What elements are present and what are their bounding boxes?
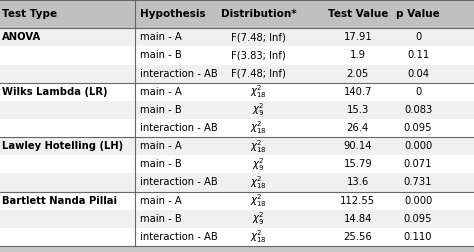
- Text: F(3.83; Inf): F(3.83; Inf): [231, 50, 286, 60]
- Text: main - B: main - B: [140, 105, 182, 115]
- Text: $\chi^2_{18}$: $\chi^2_{18}$: [250, 174, 267, 191]
- Text: 2.05: 2.05: [347, 69, 369, 79]
- Text: F(7.48; Inf): F(7.48; Inf): [231, 32, 286, 42]
- Text: 0.083: 0.083: [404, 105, 432, 115]
- Text: 15.3: 15.3: [347, 105, 369, 115]
- Bar: [0, 46, 474, 65]
- Text: 1.9: 1.9: [350, 50, 366, 60]
- Text: F(7.48; Inf): F(7.48; Inf): [231, 69, 286, 79]
- Text: 15.79: 15.79: [344, 159, 372, 169]
- Bar: [0, 192, 474, 210]
- Text: 0.04: 0.04: [407, 69, 429, 79]
- Text: 17.91: 17.91: [344, 32, 372, 42]
- Bar: [0, 83, 474, 101]
- Text: $\chi^2_{18}$: $\chi^2_{18}$: [250, 138, 267, 154]
- Text: 0.11: 0.11: [407, 50, 429, 60]
- Text: interaction - AB: interaction - AB: [140, 123, 218, 133]
- Bar: [0, 119, 474, 137]
- Text: Hypothesis: Hypothesis: [140, 9, 205, 19]
- Text: 140.7: 140.7: [344, 87, 372, 97]
- Text: main - B: main - B: [140, 159, 182, 169]
- Bar: [0, 65, 474, 83]
- Text: 26.4: 26.4: [347, 123, 369, 133]
- Bar: [0, 28, 474, 46]
- Text: 0.095: 0.095: [404, 123, 432, 133]
- Text: p Value: p Value: [396, 9, 440, 19]
- Text: 0: 0: [415, 87, 421, 97]
- Text: Test Value: Test Value: [328, 9, 388, 19]
- Text: 90.14: 90.14: [344, 141, 372, 151]
- Bar: [0, 137, 474, 155]
- Bar: [0, 228, 474, 246]
- Text: main - A: main - A: [140, 196, 182, 206]
- Text: main - A: main - A: [140, 87, 182, 97]
- Text: ANOVA: ANOVA: [2, 32, 41, 42]
- Text: Bartlett Nanda Pillai: Bartlett Nanda Pillai: [2, 196, 117, 206]
- Text: 13.6: 13.6: [347, 177, 369, 187]
- Text: $\chi^2_{18}$: $\chi^2_{18}$: [250, 229, 267, 245]
- Bar: [0, 101, 474, 119]
- Text: $\chi^2_9$: $\chi^2_9$: [252, 210, 264, 227]
- Text: 0.095: 0.095: [404, 214, 432, 224]
- Text: 0.000: 0.000: [404, 141, 432, 151]
- Text: 25.56: 25.56: [344, 232, 372, 242]
- Bar: [0, 0, 474, 28]
- Text: $\chi^2_{18}$: $\chi^2_{18}$: [250, 120, 267, 136]
- Text: interaction - AB: interaction - AB: [140, 177, 218, 187]
- Text: main - A: main - A: [140, 141, 182, 151]
- Text: 0.071: 0.071: [404, 159, 432, 169]
- Text: main - B: main - B: [140, 214, 182, 224]
- Text: interaction - AB: interaction - AB: [140, 232, 218, 242]
- Text: Lawley Hotelling (LH): Lawley Hotelling (LH): [2, 141, 123, 151]
- Text: Wilks Lambda (LR): Wilks Lambda (LR): [2, 87, 108, 97]
- Text: 0.110: 0.110: [404, 232, 432, 242]
- Bar: [0, 173, 474, 192]
- Text: Distribution*: Distribution*: [220, 9, 296, 19]
- Text: 14.84: 14.84: [344, 214, 372, 224]
- Text: 112.55: 112.55: [340, 196, 375, 206]
- Text: $\chi^2_9$: $\chi^2_9$: [252, 156, 264, 173]
- Text: $\chi^2_{18}$: $\chi^2_{18}$: [250, 192, 267, 209]
- Bar: [0, 210, 474, 228]
- Text: 0.000: 0.000: [404, 196, 432, 206]
- Text: Test Type: Test Type: [2, 9, 57, 19]
- Text: interaction - AB: interaction - AB: [140, 69, 218, 79]
- Text: 0: 0: [415, 32, 421, 42]
- Text: main - B: main - B: [140, 50, 182, 60]
- Text: 0.731: 0.731: [404, 177, 432, 187]
- Text: main - A: main - A: [140, 32, 182, 42]
- Text: $\chi^2_9$: $\chi^2_9$: [252, 102, 264, 118]
- Text: $\chi^2_{18}$: $\chi^2_{18}$: [250, 83, 267, 100]
- Bar: [0, 155, 474, 173]
